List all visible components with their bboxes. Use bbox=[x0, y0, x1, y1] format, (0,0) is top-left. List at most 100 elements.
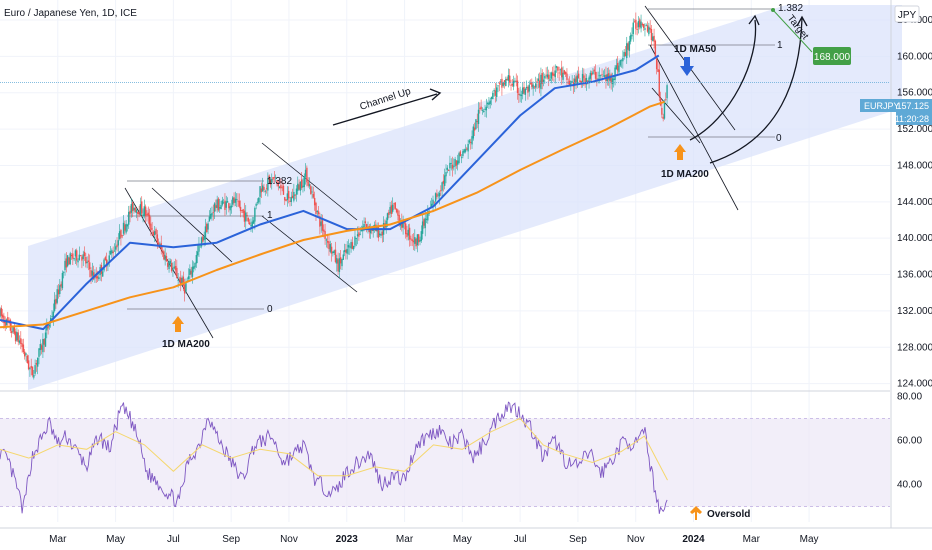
candle-body-130 bbox=[168, 261, 170, 270]
candle-body-480 bbox=[623, 51, 625, 57]
candle-body-95 bbox=[122, 222, 125, 234]
channel-arrow-line bbox=[332, 93, 438, 126]
candle-body-224 bbox=[290, 196, 292, 202]
candle-body-212 bbox=[274, 177, 277, 179]
candle-body-219 bbox=[284, 197, 286, 201]
candle-body-424 bbox=[550, 72, 553, 79]
candle-body-443 bbox=[575, 76, 577, 83]
candle-body-382 bbox=[496, 87, 498, 97]
candle-body-29 bbox=[37, 357, 39, 367]
candle-body-452 bbox=[587, 80, 589, 82]
candle-body-112 bbox=[144, 206, 147, 217]
candle-body-470 bbox=[610, 74, 612, 83]
candle-body-385 bbox=[499, 81, 502, 83]
time-tick-12: Mar bbox=[743, 534, 761, 545]
candle-body-469 bbox=[609, 75, 611, 81]
currency-badge[interactable]: JPY bbox=[894, 5, 920, 23]
candle-body-360 bbox=[467, 143, 469, 152]
down-arrow-icon bbox=[680, 57, 694, 76]
last-price-tag[interactable]: EURJPY 157.125 11:20:28 bbox=[860, 99, 932, 125]
candle-body-74 bbox=[95, 274, 97, 279]
candle-body-436 bbox=[566, 73, 568, 80]
candle-body-306 bbox=[397, 210, 399, 216]
candle-body-52 bbox=[66, 255, 69, 267]
projection-curve-1 bbox=[689, 19, 757, 141]
candle-body-496 bbox=[644, 28, 646, 30]
fib-left-0: 0 bbox=[267, 304, 273, 315]
oversold-label: Oversold bbox=[707, 509, 750, 520]
countdown-box bbox=[896, 112, 932, 125]
candle-body-201 bbox=[260, 188, 263, 193]
candle-body-341 bbox=[442, 180, 445, 184]
candle-body-242 bbox=[313, 197, 316, 206]
candle-body-339 bbox=[440, 190, 442, 192]
candle-body-366 bbox=[475, 119, 477, 129]
candle-body-227 bbox=[294, 194, 296, 196]
candle-body-189 bbox=[245, 212, 247, 222]
candle-body-102 bbox=[131, 202, 134, 212]
candle-body-1 bbox=[0, 307, 3, 316]
candle-body-193 bbox=[250, 225, 252, 226]
candle-body-383 bbox=[497, 85, 499, 87]
candle-body-272 bbox=[352, 245, 355, 250]
candle-body-4 bbox=[4, 322, 6, 328]
candle-body-493 bbox=[640, 21, 642, 29]
candle-body-455 bbox=[590, 73, 593, 76]
ma50-right-label: 1D MA50 bbox=[674, 44, 717, 55]
oversold-annotation: Oversold bbox=[690, 506, 750, 520]
candle-body-430 bbox=[558, 72, 560, 74]
candle-body-415 bbox=[538, 80, 541, 88]
candle-body-53 bbox=[68, 257, 70, 265]
candle-body-310 bbox=[402, 220, 404, 228]
candle-body-362 bbox=[470, 142, 472, 143]
candle-body-351 bbox=[455, 160, 458, 166]
rsi-pane bbox=[0, 390, 890, 514]
guide-line-1 bbox=[151, 187, 233, 263]
candle-body-260 bbox=[337, 259, 339, 272]
candle-body-329 bbox=[427, 211, 429, 221]
candle-body-11 bbox=[13, 326, 16, 334]
candle-body-22 bbox=[27, 360, 30, 370]
candle-body-187 bbox=[242, 209, 244, 213]
last-price-value: 157.125 bbox=[896, 101, 929, 111]
candle-body-142 bbox=[183, 284, 186, 294]
candle-body-417 bbox=[541, 73, 543, 84]
candle-body-30 bbox=[38, 348, 40, 357]
candle-body-254 bbox=[329, 244, 331, 252]
candle-body-335 bbox=[434, 193, 437, 202]
candle-body-411 bbox=[533, 86, 536, 88]
candle-body-454 bbox=[589, 72, 592, 79]
ma200-right-label: 1D MA200 bbox=[661, 169, 709, 180]
candle-body-21 bbox=[26, 355, 29, 364]
fib-right-0: 0 bbox=[776, 133, 782, 144]
moving-averages bbox=[0, 54, 890, 331]
candle-body-497 bbox=[645, 25, 647, 27]
price-tick-7: 136.000 bbox=[897, 270, 932, 281]
candle-body-491 bbox=[637, 21, 640, 28]
candle-body-216 bbox=[280, 185, 282, 189]
candle-body-59 bbox=[76, 250, 78, 261]
candle-body-203 bbox=[263, 186, 265, 190]
candle-body-107 bbox=[138, 211, 140, 215]
candle-body-33 bbox=[42, 339, 44, 353]
candle-body-6 bbox=[7, 317, 9, 323]
candle-body-261 bbox=[338, 258, 341, 272]
candle-body-0 bbox=[0, 309, 1, 318]
candle-body-372 bbox=[483, 111, 485, 112]
candle-body-312 bbox=[405, 223, 407, 235]
candle-body-334 bbox=[433, 201, 436, 203]
candle-body-324 bbox=[420, 231, 423, 241]
candle-body-46 bbox=[59, 285, 61, 294]
projection-head-1 bbox=[748, 14, 760, 26]
candle-body-221 bbox=[286, 193, 289, 201]
candle-body-132 bbox=[170, 262, 173, 272]
candle-body-248 bbox=[321, 220, 324, 231]
candle-body-69 bbox=[89, 262, 91, 270]
candle-body-121 bbox=[156, 234, 159, 243]
candle-body-183 bbox=[237, 200, 239, 202]
candle-body-373 bbox=[484, 108, 486, 110]
candle-body-153 bbox=[198, 245, 200, 252]
candle-body-155 bbox=[200, 237, 203, 247]
candle-body-347 bbox=[450, 163, 452, 164]
candle-body-428 bbox=[555, 66, 558, 68]
